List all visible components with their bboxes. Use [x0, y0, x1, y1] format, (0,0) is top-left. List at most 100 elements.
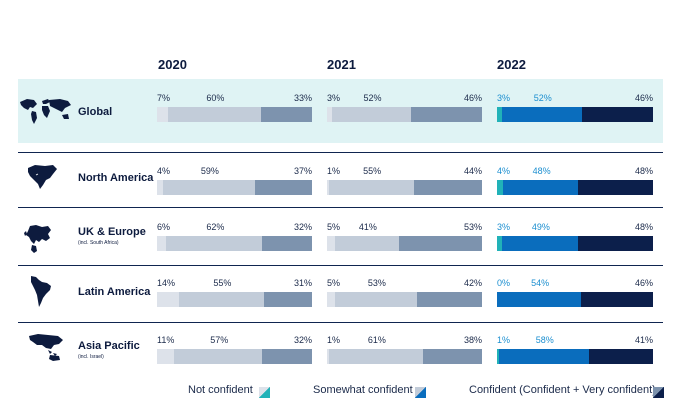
label-asia-pacific-2022-not-confident: 1% — [497, 335, 511, 345]
label-global-2022-confident: 46% — [634, 93, 653, 103]
bar-asia-pacific-2021-not-confident — [327, 349, 329, 364]
bar-north-america-2021-somewhat-confident — [328, 180, 414, 195]
world-map-icon — [18, 96, 74, 131]
legend-confident-swatch — [653, 387, 664, 398]
row-divider — [18, 207, 663, 208]
bar-global-2022-not-confident — [497, 107, 502, 122]
bar-north-america-2020-not-confident — [157, 180, 164, 195]
label-latin-america-2022-confident: 46% — [634, 278, 653, 288]
row-divider — [18, 322, 663, 323]
bar-uk-europe-2020-confident — [262, 236, 312, 251]
row-divider — [18, 265, 663, 266]
bar-uk-europe-2021-not-confident — [327, 236, 335, 251]
label-latin-america-2020-somewhat-confident: 55% — [213, 278, 232, 288]
label-global-2021-not-confident: 3% — [327, 93, 341, 103]
label-asia-pacific-2020-somewhat-confident: 57% — [210, 335, 229, 345]
label-latin-america-2022-somewhat-confident: 54% — [531, 278, 550, 288]
label-asia-pacific-2021-somewhat-confident: 61% — [367, 335, 386, 345]
label-global-2022-somewhat-confident: 52% — [533, 93, 552, 103]
bar-uk-europe-2022-somewhat-confident — [501, 236, 579, 251]
bar-uk-europe-2022-confident — [578, 236, 653, 251]
bar-north-america-2020-confident — [254, 180, 312, 195]
bar-north-america-2022-not-confident — [497, 180, 504, 195]
label-uk-europe-2022-confident: 48% — [634, 222, 653, 232]
bar-latin-america-2020-somewhat-confident — [178, 292, 264, 307]
region-name-north-america: North America — [78, 172, 154, 184]
label-uk-europe-2022-not-confident: 3% — [497, 222, 511, 232]
bar-uk-europe-2021-somewhat-confident — [334, 236, 399, 251]
year-header-2020: 2020 — [158, 57, 187, 72]
asia-pacific-map-icon — [26, 332, 66, 367]
bar-asia-pacific-2020-confident — [262, 349, 312, 364]
bar-global-2021-not-confident — [327, 107, 332, 122]
bar-uk-europe-2020-somewhat-confident — [166, 236, 263, 251]
label-latin-america-2020-not-confident: 14% — [157, 278, 176, 288]
region-note-uk-europe: (incl. South Africa) — [78, 240, 119, 246]
bar-uk-europe-2021-confident — [399, 236, 482, 251]
bar-north-america-2020-somewhat-confident — [163, 180, 255, 195]
year-header-2021: 2021 — [327, 57, 356, 72]
bar-global-2022-confident — [582, 107, 653, 122]
label-north-america-2020-somewhat-confident: 59% — [200, 166, 219, 176]
bar-asia-pacific-2022-confident — [589, 349, 653, 364]
region-note-asia-pacific: (incl. Israel) — [78, 354, 104, 360]
row-divider — [18, 152, 663, 153]
label-north-america-2020-confident: 37% — [293, 166, 312, 176]
label-latin-america-2022-not-confident: 0% — [497, 278, 511, 288]
bar-uk-europe-2022-not-confident — [497, 236, 502, 251]
year-header-2022: 2022 — [497, 57, 526, 72]
label-north-america-2021-somewhat-confident: 55% — [363, 166, 382, 176]
label-global-2022-not-confident: 3% — [497, 93, 511, 103]
label-latin-america-2021-not-confident: 5% — [327, 278, 341, 288]
label-north-america-2022-confident: 48% — [634, 166, 653, 176]
bar-north-america-2022-somewhat-confident — [503, 180, 579, 195]
label-uk-europe-2021-not-confident: 5% — [327, 222, 341, 232]
label-north-america-2021-not-confident: 1% — [327, 166, 341, 176]
legend-somewhat-confident-label: Somewhat confident — [313, 384, 413, 396]
label-north-america-2022-not-confident: 4% — [497, 166, 511, 176]
label-north-america-2021-confident: 44% — [463, 166, 482, 176]
legend-somewhat-confident-swatch — [415, 387, 426, 398]
bar-uk-europe-2020-not-confident — [157, 236, 167, 251]
latin-america-map-icon — [27, 274, 55, 313]
label-latin-america-2021-confident: 42% — [463, 278, 482, 288]
region-name-latin-america: Latin America — [78, 286, 151, 298]
bar-asia-pacific-2021-somewhat-confident — [328, 349, 424, 364]
label-asia-pacific-2021-confident: 38% — [463, 335, 482, 345]
north-america-map-icon — [25, 163, 59, 198]
bar-global-2022-somewhat-confident — [501, 107, 582, 122]
bar-asia-pacific-2021-confident — [423, 349, 482, 364]
label-uk-europe-2021-somewhat-confident: 41% — [358, 222, 377, 232]
bar-latin-america-2020-confident — [263, 292, 312, 307]
bar-global-2020-confident — [260, 107, 313, 122]
bar-north-america-2021-confident — [413, 180, 482, 195]
label-north-america-2020-not-confident: 4% — [157, 166, 171, 176]
europe-map-icon — [22, 223, 54, 260]
bar-asia-pacific-2020-somewhat-confident — [174, 349, 263, 364]
label-north-america-2022-somewhat-confident: 48% — [532, 166, 551, 176]
bar-north-america-2021-not-confident — [327, 180, 329, 195]
bar-global-2021-somewhat-confident — [331, 107, 412, 122]
label-uk-europe-2020-somewhat-confident: 62% — [206, 222, 225, 232]
legend-confident-label: Confident (Confident + Very confident) — [469, 384, 656, 396]
label-asia-pacific-2020-not-confident: 11% — [157, 335, 175, 345]
bar-latin-america-2022-somewhat-confident — [497, 292, 582, 307]
label-asia-pacific-2020-confident: 32% — [293, 335, 312, 345]
label-uk-europe-2020-confident: 32% — [293, 222, 312, 232]
bar-global-2020-somewhat-confident — [167, 107, 261, 122]
label-asia-pacific-2021-not-confident: 1% — [327, 335, 341, 345]
bar-asia-pacific-2022-somewhat-confident — [498, 349, 590, 364]
label-latin-america-2020-confident: 31% — [293, 278, 312, 288]
label-latin-america-2021-somewhat-confident: 53% — [367, 278, 386, 288]
label-uk-europe-2021-confident: 53% — [463, 222, 482, 232]
bar-latin-america-2020-not-confident — [157, 292, 179, 307]
bar-global-2021-confident — [411, 107, 482, 122]
bar-global-2020-not-confident — [157, 107, 168, 122]
region-name-asia-pacific: Asia Pacific — [78, 340, 140, 352]
legend-not-confident-label: Not confident — [188, 384, 253, 396]
bar-latin-america-2022-confident — [581, 292, 653, 307]
region-name-uk-europe: UK & Europe — [78, 226, 146, 238]
label-uk-europe-2022-somewhat-confident: 49% — [531, 222, 550, 232]
label-global-2020-confident: 33% — [293, 93, 312, 103]
